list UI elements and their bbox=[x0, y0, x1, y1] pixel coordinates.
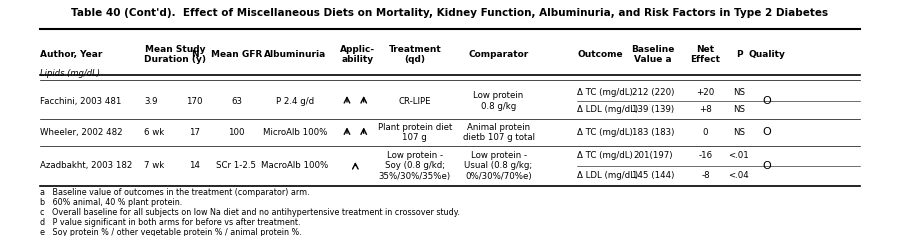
Text: -8: -8 bbox=[701, 171, 710, 180]
Text: Plant protein diet
107 g: Plant protein diet 107 g bbox=[378, 123, 452, 142]
Text: 139 (139): 139 (139) bbox=[632, 105, 674, 114]
Text: Comparator: Comparator bbox=[469, 50, 528, 59]
Text: 170: 170 bbox=[186, 97, 202, 105]
Text: <.04: <.04 bbox=[729, 171, 750, 180]
Text: 100: 100 bbox=[229, 128, 245, 137]
Text: d   P value significant in both arms for before vs after treatment.: d P value significant in both arms for b… bbox=[40, 218, 300, 227]
Text: Wheeler, 2002 482: Wheeler, 2002 482 bbox=[40, 128, 122, 137]
Text: c   Overall baseline for all subjects on low Na diet and no antihypertensive tre: c Overall baseline for all subjects on l… bbox=[40, 208, 460, 217]
Text: Outcome: Outcome bbox=[577, 50, 623, 59]
Text: +20: +20 bbox=[697, 88, 715, 97]
Text: Low protein -
Usual (0.8 g/kg;
0%/30%/70%e): Low protein - Usual (0.8 g/kg; 0%/30%/70… bbox=[464, 151, 533, 181]
Text: Animal protein
dietb 107 g total: Animal protein dietb 107 g total bbox=[463, 123, 535, 142]
Text: O: O bbox=[762, 96, 771, 106]
Text: Δ LDL (mg/dL): Δ LDL (mg/dL) bbox=[577, 171, 638, 180]
Text: Low protein -
Soy (0.8 g/kd;
35%/30%/35%e): Low protein - Soy (0.8 g/kd; 35%/30%/35%… bbox=[379, 151, 451, 181]
Text: P 2.4 g/d: P 2.4 g/d bbox=[276, 97, 314, 105]
Text: SCr 1-2.5: SCr 1-2.5 bbox=[216, 161, 256, 170]
Text: Δ TC (mg/dL): Δ TC (mg/dL) bbox=[577, 128, 633, 137]
Text: NS: NS bbox=[733, 128, 745, 137]
Text: Albuminuria: Albuminuria bbox=[264, 50, 326, 59]
Text: Treatment
(qd): Treatment (qd) bbox=[389, 45, 441, 64]
Text: 6 wk: 6 wk bbox=[144, 128, 165, 137]
Text: NS: NS bbox=[733, 105, 745, 114]
Text: 3.9: 3.9 bbox=[144, 97, 158, 105]
Text: 201(197): 201(197) bbox=[633, 152, 672, 160]
Text: a   Baseline value of outcomes in the treatment (comparator) arm.: a Baseline value of outcomes in the trea… bbox=[40, 188, 310, 197]
Text: Lipids (mg/dL): Lipids (mg/dL) bbox=[40, 69, 100, 78]
Text: 183 (183): 183 (183) bbox=[632, 128, 674, 137]
Text: 7 wk: 7 wk bbox=[144, 161, 165, 170]
Text: 14: 14 bbox=[189, 161, 200, 170]
Text: -16: -16 bbox=[698, 152, 713, 160]
Text: 63: 63 bbox=[231, 97, 242, 105]
Text: Δ TC (mg/dL): Δ TC (mg/dL) bbox=[577, 88, 633, 97]
Text: Author, Year: Author, Year bbox=[40, 50, 102, 59]
Text: Mean Study
Duration (y): Mean Study Duration (y) bbox=[144, 45, 206, 64]
Text: Table 40 (Cont'd).  Effect of Miscellaneous Diets on Mortality, Kidney Function,: Table 40 (Cont'd). Effect of Miscellaneo… bbox=[71, 8, 829, 18]
Text: MacroAlb 100%: MacroAlb 100% bbox=[261, 161, 328, 170]
Text: 17: 17 bbox=[189, 128, 200, 137]
Text: N: N bbox=[191, 50, 198, 59]
Text: Azadbakht, 2003 182: Azadbakht, 2003 182 bbox=[40, 161, 132, 170]
Text: Δ TC (mg/dL): Δ TC (mg/dL) bbox=[577, 152, 633, 160]
Text: O: O bbox=[762, 127, 771, 137]
Text: Quality: Quality bbox=[748, 50, 785, 59]
Text: 145 (144): 145 (144) bbox=[632, 171, 674, 180]
Text: Applic-
ability: Applic- ability bbox=[340, 45, 375, 64]
Text: P: P bbox=[735, 50, 742, 59]
Text: 212 (220): 212 (220) bbox=[632, 88, 674, 97]
Text: Net
Effect: Net Effect bbox=[690, 45, 721, 64]
Text: MicroAlb 100%: MicroAlb 100% bbox=[263, 128, 328, 137]
Text: Mean GFR: Mean GFR bbox=[211, 50, 262, 59]
Text: Δ LDL (mg/dL): Δ LDL (mg/dL) bbox=[577, 105, 638, 114]
Text: CR-LIPE: CR-LIPE bbox=[399, 97, 431, 105]
Text: 0: 0 bbox=[703, 128, 708, 137]
Text: Baseline
Value a: Baseline Value a bbox=[631, 45, 674, 64]
Text: NS: NS bbox=[733, 88, 745, 97]
Text: Facchini, 2003 481: Facchini, 2003 481 bbox=[40, 97, 121, 105]
Text: O: O bbox=[762, 161, 771, 171]
Text: Low protein
0.8 g/kg: Low protein 0.8 g/kg bbox=[473, 91, 524, 111]
Text: <.01: <.01 bbox=[729, 152, 750, 160]
Text: e   Soy protein % / other vegetable protein % / animal protein %.: e Soy protein % / other vegetable protei… bbox=[40, 228, 302, 236]
Text: b   60% animal, 40 % plant protein.: b 60% animal, 40 % plant protein. bbox=[40, 198, 182, 207]
Text: +8: +8 bbox=[699, 105, 712, 114]
